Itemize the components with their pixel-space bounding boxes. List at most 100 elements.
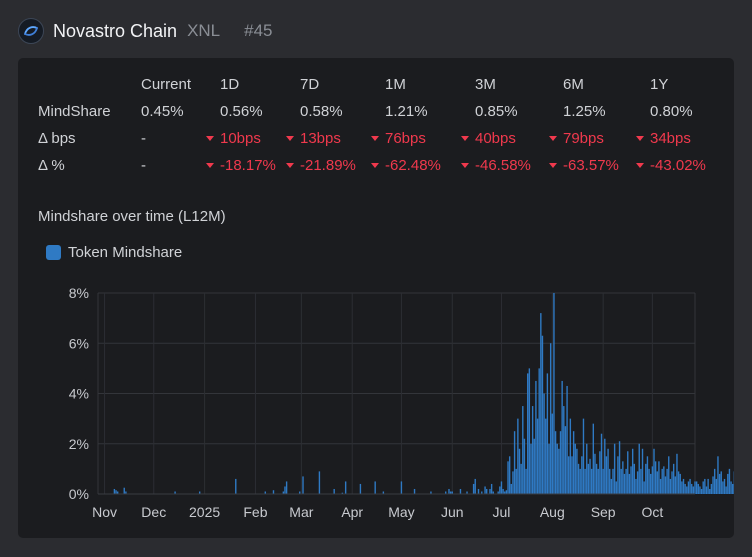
bar	[449, 491, 452, 494]
bar	[707, 478, 709, 494]
bar	[302, 476, 304, 494]
bar	[653, 448, 655, 494]
bar	[556, 443, 558, 494]
chart-legend[interactable]: Token Mindshare	[46, 244, 182, 261]
stats-row-label: MindShare	[38, 103, 111, 120]
bar	[672, 463, 675, 494]
y-tick-label: 6%	[69, 335, 89, 351]
bar	[579, 468, 581, 494]
stats-row-label: Δ %	[38, 157, 65, 174]
bar	[549, 343, 552, 494]
bar	[710, 483, 713, 494]
bar	[584, 468, 586, 494]
bar	[618, 441, 621, 494]
bar	[620, 468, 622, 494]
bar	[563, 406, 565, 494]
bar	[507, 461, 509, 494]
bar	[474, 478, 476, 494]
bar	[574, 443, 576, 494]
token-name: Novastro Chain	[53, 20, 178, 41]
swirl-logo-icon	[18, 18, 44, 44]
bar	[116, 491, 119, 494]
stats-cell: 79bps	[563, 130, 604, 147]
bar	[535, 380, 537, 494]
bar	[492, 491, 494, 494]
bar	[528, 368, 531, 494]
bar	[558, 448, 560, 494]
bar	[605, 456, 608, 494]
bar	[705, 486, 708, 494]
bar	[510, 483, 513, 494]
stats-column-header: 7D	[300, 76, 320, 93]
bar	[595, 463, 598, 494]
down-arrow-icon	[461, 163, 469, 168]
bar	[631, 448, 634, 494]
y-tick-label: 0%	[69, 486, 89, 502]
bar	[600, 433, 603, 494]
bar	[612, 468, 614, 494]
mindshare-card: Current 1D 7D 1M 3M 6M 1Y MindShare 0.45% 0.56% 0.…	[18, 58, 734, 538]
legend-swatch[interactable]	[46, 245, 61, 260]
bar	[545, 418, 547, 494]
bar	[484, 486, 486, 494]
legend-label[interactable]: Token Mindshare	[68, 244, 183, 261]
bar	[691, 483, 693, 494]
stats-column-header: 3M	[475, 76, 496, 93]
bar	[656, 471, 658, 494]
bar	[728, 468, 731, 494]
stats-cell: 76bps	[385, 130, 426, 147]
bar	[520, 463, 522, 494]
bar	[477, 488, 480, 494]
bar	[704, 478, 706, 494]
bar	[486, 488, 488, 494]
stats-cell: 10bps	[220, 130, 261, 147]
token-symbol: XNL	[187, 21, 221, 40]
x-tick-label: Oct	[641, 504, 663, 520]
bar	[527, 373, 529, 494]
bar	[541, 335, 544, 494]
bar	[687, 481, 690, 494]
bar	[659, 478, 662, 494]
bar	[125, 491, 127, 494]
stats-column-header: 1M	[385, 76, 406, 93]
bar	[515, 468, 517, 494]
bar	[502, 488, 504, 494]
stats-cell: 0.80%	[650, 103, 693, 120]
bar	[722, 481, 724, 494]
bar	[586, 443, 588, 494]
down-arrow-icon	[461, 136, 469, 141]
bar	[594, 453, 596, 494]
bar	[636, 471, 639, 494]
bar	[481, 491, 483, 494]
bar	[671, 471, 673, 494]
bar	[466, 491, 468, 494]
bar	[628, 473, 631, 494]
bar	[505, 490, 508, 494]
bar	[676, 453, 678, 494]
bar	[615, 481, 617, 494]
token-header: Novastro Chain XNL #45	[18, 14, 273, 48]
bar	[540, 313, 542, 494]
bar	[604, 438, 606, 494]
bar	[718, 473, 721, 494]
bar	[599, 451, 601, 494]
stats-column-header: 6M	[563, 76, 584, 93]
down-arrow-icon	[206, 136, 214, 141]
bar	[382, 491, 385, 494]
stats-cell: -63.57%	[563, 157, 619, 174]
bar	[697, 483, 699, 494]
bar	[568, 456, 570, 494]
x-tick-label: Dec	[141, 504, 166, 520]
bar	[554, 431, 557, 494]
token-rank: #45	[244, 21, 273, 40]
bar	[694, 481, 696, 494]
down-arrow-icon	[636, 163, 644, 168]
bar	[681, 481, 683, 494]
y-tick-label: 8%	[69, 285, 89, 301]
y-tick-label: 2%	[69, 436, 89, 452]
bar	[299, 491, 301, 494]
bar	[720, 471, 722, 494]
bar	[400, 481, 403, 494]
bar	[523, 438, 526, 494]
bar	[451, 491, 453, 494]
